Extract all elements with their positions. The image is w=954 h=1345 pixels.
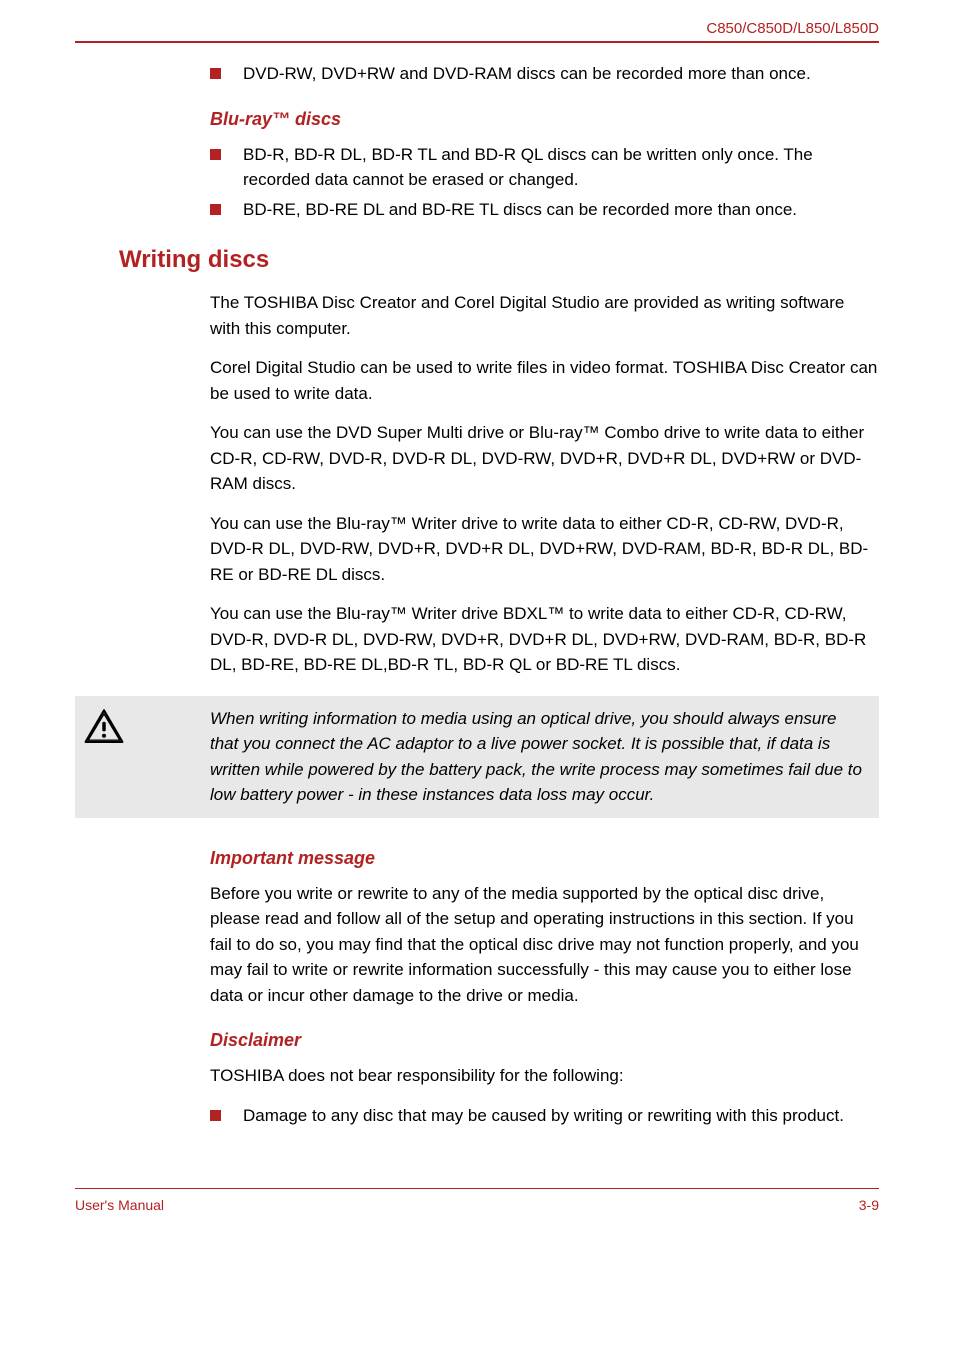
square-bullet-icon xyxy=(210,68,221,79)
bullet-text: DVD-RW, DVD+RW and DVD-RAM discs can be … xyxy=(243,61,879,87)
paragraph: You can use the Blu-ray™ Writer drive BD… xyxy=(210,601,879,678)
list-item: BD-RE, BD-RE DL and BD-RE TL discs can b… xyxy=(210,197,879,223)
paragraph: You can use the DVD Super Multi drive or… xyxy=(210,420,879,497)
bullet-list-top: DVD-RW, DVD+RW and DVD-RAM discs can be … xyxy=(210,61,879,87)
subheading-disclaimer: Disclaimer xyxy=(210,1030,879,1051)
header-model: C850/C850D/L850/L850D xyxy=(75,20,879,41)
subheading-important: Important message xyxy=(210,848,879,869)
square-bullet-icon xyxy=(210,149,221,160)
warning-text: When writing information to media using … xyxy=(210,706,867,808)
bullet-list-disclaimer: Damage to any disc that may be caused by… xyxy=(210,1103,879,1129)
paragraph: Corel Digital Studio can be used to writ… xyxy=(210,355,879,406)
bullet-text: BD-RE, BD-RE DL and BD-RE TL discs can b… xyxy=(243,197,879,223)
bullet-text: Damage to any disc that may be caused by… xyxy=(243,1103,879,1129)
paragraph: TOSHIBA does not bear responsibility for… xyxy=(210,1063,879,1089)
warning-callout: When writing information to media using … xyxy=(75,696,879,818)
square-bullet-icon xyxy=(210,1110,221,1121)
list-item: Damage to any disc that may be caused by… xyxy=(210,1103,879,1129)
warning-triangle-icon xyxy=(83,708,125,751)
list-item: BD-R, BD-R DL, BD-R TL and BD-R QL discs… xyxy=(210,142,879,193)
subheading-bluray: Blu-ray™ discs xyxy=(210,109,879,130)
paragraph: You can use the Blu-ray™ Writer drive to… xyxy=(210,511,879,588)
bullet-text: BD-R, BD-R DL, BD-R TL and BD-R QL discs… xyxy=(243,142,879,193)
warning-icon-wrap xyxy=(75,706,210,751)
paragraph: Before you write or rewrite to any of th… xyxy=(210,881,879,1009)
bullet-list-bluray: BD-R, BD-R DL, BD-R TL and BD-R QL discs… xyxy=(210,142,879,223)
header-divider xyxy=(75,41,879,43)
footer: User's Manual 3-9 xyxy=(75,1188,879,1213)
footer-page-number: 3-9 xyxy=(859,1197,879,1213)
list-item: DVD-RW, DVD+RW and DVD-RAM discs can be … xyxy=(210,61,879,87)
square-bullet-icon xyxy=(210,204,221,215)
footer-left: User's Manual xyxy=(75,1197,164,1213)
heading-writing-discs: Writing discs xyxy=(119,246,879,274)
paragraph: The TOSHIBA Disc Creator and Corel Digit… xyxy=(210,290,879,341)
